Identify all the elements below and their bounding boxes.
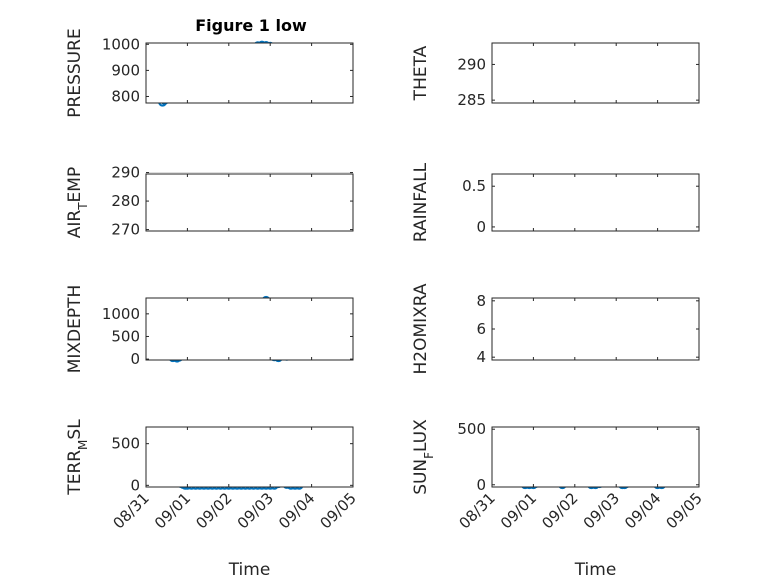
y-tick-label: 800 [111,87,140,105]
y-axis-label: SUNFLUX [411,419,436,495]
x-tick-label: 09/04 [275,489,318,532]
x-tick-label: 09/04 [621,489,664,532]
x-tick-label: 09/03 [580,489,623,532]
subplot-h2omixra: 4 6 8 H2OMIXRA [411,283,700,375]
axes-frame [491,297,700,361]
y-tick-label: 0 [130,476,140,494]
y-tick-label: 6 [476,320,486,338]
subplot-sun-flux: 0 500 SUNFLUX 08/3109/0109/0209/0309/0409/0… [411,419,706,580]
y-tick-label: 0.5 [462,177,486,195]
y-tick-label: 500 [111,327,140,345]
figure-title: Figure 1 low [195,16,307,35]
subplot-mixdepth: 0 500 1000 MIXDEPTH [65,285,354,374]
x-tick-label: 09/02 [192,489,235,532]
y-tick-label: 500 [111,435,140,453]
y-tick-label: 8 [476,292,486,310]
y-axis-label: MIXDEPTH [65,285,85,374]
y-tick-label: 270 [111,221,140,239]
axes-frame [145,426,354,488]
subplot-rainfall: 0 0.5 RAINFALL [411,162,700,242]
axes-frame [145,173,354,232]
y-tick-label: 290 [457,55,486,73]
subplot-terr-msl: 0 500 TERRMSL 08/3109/0109/0209/0309/0409/0… [65,419,360,580]
x-tick-label: 09/01 [497,489,540,532]
x-axis-label: Time [228,560,271,580]
y-tick-label: 1000 [102,305,140,323]
x-tick-label: 09/01 [151,489,194,532]
y-tick-label: 1000 [102,35,140,53]
y-axis-label: THETA [411,45,431,101]
x-tick-label: 09/02 [538,489,581,532]
x-tick-label: 08/31 [110,489,153,532]
y-tick-label: 0 [476,218,486,236]
y-tick-label: 0 [476,476,486,494]
y-tick-label: 285 [457,91,486,109]
x-axis-label: Time [574,560,617,580]
y-axis-label: PRESSURE [65,28,85,117]
y-tick-label: 900 [111,61,140,79]
y-axis-label: TERRMSL [65,419,90,496]
axes-frame [491,173,700,232]
y-tick-label: 0 [130,350,140,368]
y-axis-label: H2OMIXRA [411,283,431,374]
axes-frame [491,426,700,488]
subplot-theta: 285 290 THETA [411,42,700,109]
y-tick-label: 280 [111,192,140,210]
axes-frame [145,42,354,104]
axes-frame [491,42,700,104]
x-tick-label: 08/31 [456,489,499,532]
x-tick-label: 09/03 [234,489,277,532]
axes-frame [145,297,354,361]
y-tick-label: 4 [476,348,486,366]
subplot-pressure: 800 900 1000 PRESSURE [65,28,354,118]
y-axis-label: RAINFALL [411,162,431,242]
y-axis-label: AIRTEMP [65,167,90,238]
x-tick-label: 09/05 [663,489,706,532]
x-tick-label: 09/05 [317,489,360,532]
y-tick-label: 500 [457,420,486,438]
subplot-air-temp: 270 280 290 AIRTEMP [65,164,354,239]
y-tick-label: 290 [111,164,140,182]
